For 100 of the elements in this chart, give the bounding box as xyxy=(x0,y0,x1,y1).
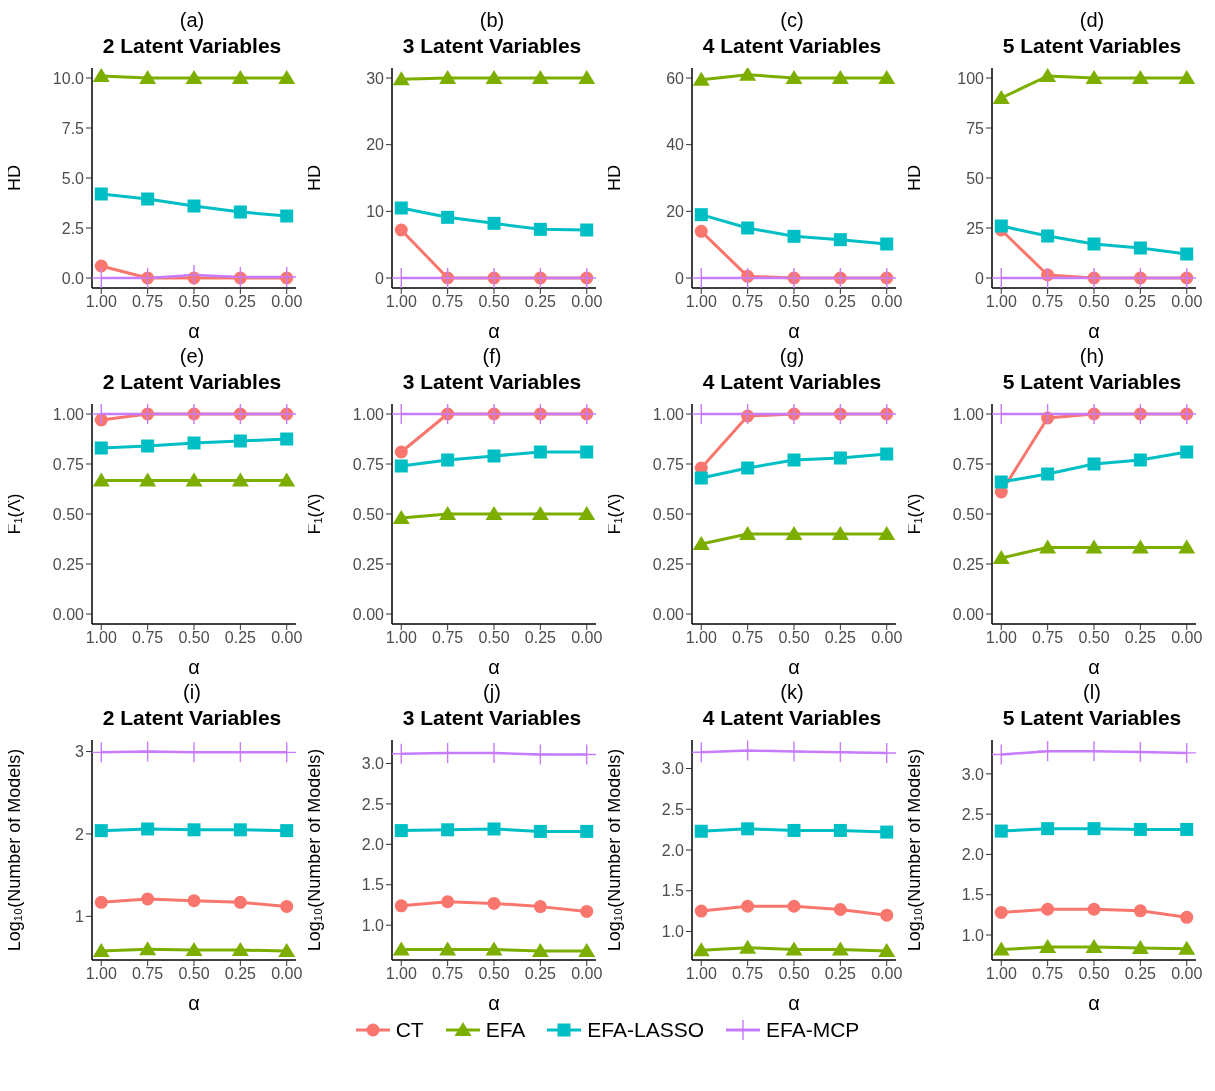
x-tick-label: 0.75 xyxy=(732,293,764,311)
point xyxy=(94,895,108,909)
point xyxy=(487,822,501,836)
point xyxy=(580,904,594,918)
chart-title: (c) xyxy=(779,8,805,32)
point xyxy=(280,824,294,838)
point xyxy=(1039,939,1057,954)
point xyxy=(831,941,849,956)
point xyxy=(787,453,801,467)
y-tick-label: 50 xyxy=(966,169,985,187)
point xyxy=(280,209,294,223)
point xyxy=(1039,539,1057,554)
y-axis-title: F₁(Λ̂) xyxy=(4,493,25,535)
point xyxy=(787,823,801,837)
point xyxy=(231,472,249,487)
y-tick-label: 2.5 xyxy=(61,219,85,237)
y-axis-title: F₁(Λ̂) xyxy=(904,493,925,535)
y-tick-label: 1.00 xyxy=(652,405,685,423)
point xyxy=(1178,940,1196,955)
point xyxy=(994,824,1008,838)
x-tick-label: 0.50 xyxy=(478,965,510,983)
point xyxy=(531,506,549,520)
point xyxy=(994,905,1008,919)
point xyxy=(694,824,708,838)
x-axis-title: α xyxy=(1088,656,1100,678)
point xyxy=(580,223,594,237)
y-tick-label: 1.0 xyxy=(961,926,985,944)
x-tick-label: 1.00 xyxy=(385,965,417,983)
chart-title: (l) xyxy=(1082,680,1102,704)
x-tick-label: 0.75 xyxy=(132,965,164,983)
point xyxy=(787,899,801,913)
point xyxy=(485,506,503,520)
point xyxy=(278,472,296,487)
x-tick-label: 0.00 xyxy=(571,965,603,983)
point xyxy=(280,432,294,446)
point xyxy=(233,823,247,837)
point xyxy=(1133,453,1147,467)
x-tick-label: 0.50 xyxy=(478,293,510,311)
y-axis-title: Log₁₀(Number of Models) xyxy=(304,748,325,952)
point xyxy=(1133,904,1147,918)
y-tick-label: 0 xyxy=(375,269,385,287)
y-tick-label: 75 xyxy=(966,119,985,137)
y-tick-label: 1.5 xyxy=(961,886,985,904)
x-tick-label: 0.50 xyxy=(1078,293,1110,311)
point xyxy=(1178,539,1196,554)
point xyxy=(880,825,894,839)
point xyxy=(485,70,503,84)
x-tick-label: 0.75 xyxy=(432,965,464,983)
x-axis-title: α xyxy=(1088,320,1100,342)
y-tick-label: 1.0 xyxy=(661,923,685,941)
point xyxy=(1087,457,1101,471)
point xyxy=(394,223,408,237)
point xyxy=(94,187,108,201)
legend-label: EFA xyxy=(485,1018,526,1042)
y-tick-label: 2.0 xyxy=(361,836,385,854)
point xyxy=(580,824,594,838)
point xyxy=(187,823,201,837)
y-tick-label: 0.75 xyxy=(352,455,385,473)
point xyxy=(1085,70,1103,84)
point xyxy=(878,70,896,84)
point xyxy=(141,192,155,206)
y-axis-title: HD xyxy=(304,165,325,191)
x-tick-label: 0.25 xyxy=(1124,965,1157,983)
point xyxy=(739,526,757,540)
point xyxy=(187,894,201,908)
point xyxy=(139,70,157,84)
x-tick-label: 0.25 xyxy=(824,629,857,647)
x-axis-title: α xyxy=(488,320,500,342)
point xyxy=(231,70,249,84)
x-tick-label: 0.75 xyxy=(1032,293,1064,311)
x-tick-label: 0.00 xyxy=(1171,629,1203,647)
x-axis-title: α xyxy=(788,656,800,678)
point xyxy=(533,900,547,914)
point xyxy=(441,453,455,467)
point xyxy=(392,941,410,956)
x-tick-label: 1.00 xyxy=(985,629,1017,647)
point xyxy=(231,942,249,957)
chart-title: (k) xyxy=(779,680,805,704)
point xyxy=(739,939,757,954)
chart-subtitle: 2 Latent Variables xyxy=(101,705,283,731)
point xyxy=(1180,247,1194,261)
legend-label: CT xyxy=(395,1018,424,1042)
x-tick-label: 0.00 xyxy=(271,293,303,311)
x-tick-label: 0.00 xyxy=(571,293,603,311)
x-tick-label: 0.25 xyxy=(524,629,557,647)
point xyxy=(441,823,455,837)
x-tick-label: 0.00 xyxy=(1171,293,1203,311)
chart-title: (d) xyxy=(1078,8,1106,32)
y-tick-label: 25 xyxy=(966,219,985,237)
x-tick-label: 0.25 xyxy=(824,293,857,311)
y-tick-label: 0.50 xyxy=(352,505,385,523)
x-tick-label: 1.00 xyxy=(985,293,1017,311)
y-tick-label: 100 xyxy=(957,69,985,87)
point xyxy=(141,822,155,836)
x-tick-label: 0.25 xyxy=(524,965,557,983)
chart-subtitle: 4 Latent Variables xyxy=(701,705,883,731)
y-axis-title: HD xyxy=(604,165,625,191)
chart-subtitle: 4 Latent Variables xyxy=(701,369,883,395)
chart-subtitle: 2 Latent Variables xyxy=(101,33,283,59)
x-tick-label: 1.00 xyxy=(985,965,1017,983)
